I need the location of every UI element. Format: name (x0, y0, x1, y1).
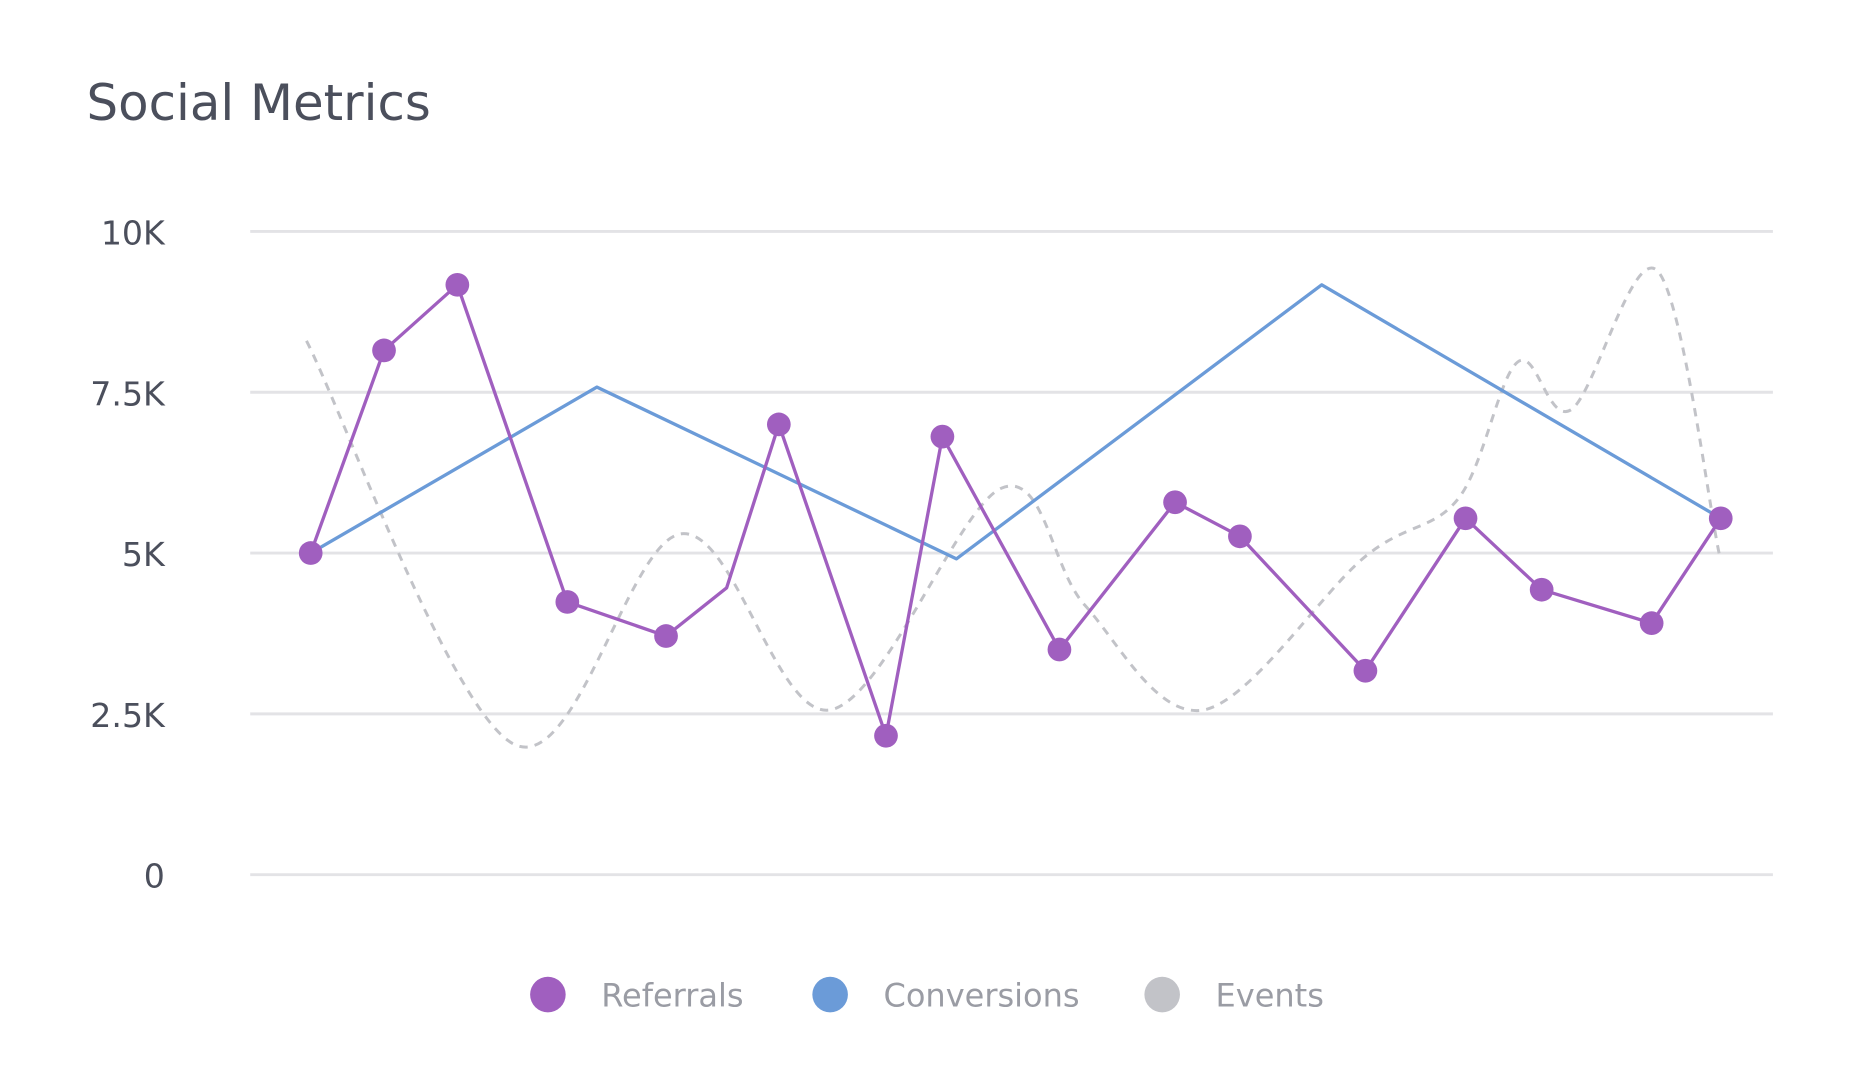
legend-label: Events (1216, 976, 1324, 1014)
conversions-line (309, 283, 1722, 561)
events-line (305, 266, 1721, 749)
referrals-point[interactable] (445, 272, 470, 297)
y-tick-label: 5K (122, 535, 166, 574)
referrals-point[interactable] (1047, 637, 1072, 662)
legend-item-events[interactable]: Events (1144, 976, 1324, 1014)
referrals-point[interactable] (1228, 524, 1252, 549)
referrals-point[interactable] (874, 723, 898, 748)
referrals-point[interactable] (930, 424, 955, 449)
referrals-point[interactable] (766, 412, 791, 437)
y-axis-ticks: 0 2.5K 5K 7.5K 10K (90, 213, 166, 895)
y-tick-label: 2.5K (90, 696, 166, 735)
referrals-point[interactable] (1353, 658, 1378, 683)
y-tick-label: 10K (101, 213, 166, 252)
y-tick-label: 0 (144, 857, 165, 896)
legend-swatch (530, 976, 566, 1013)
referrals-point[interactable] (1708, 506, 1733, 531)
referrals-point[interactable] (372, 338, 396, 363)
referrals-point[interactable] (298, 541, 323, 565)
gridlines (250, 229, 1773, 877)
legend-item-referrals[interactable]: Referrals (530, 976, 744, 1014)
series-group (298, 266, 1733, 749)
referrals-point[interactable] (555, 590, 580, 614)
legend-item-conversions[interactable]: Conversions (812, 976, 1080, 1014)
y-tick-label: 7.5K (90, 374, 166, 413)
legend-swatch (812, 976, 848, 1013)
legend-label: Conversions (883, 976, 1079, 1014)
referrals-point[interactable] (654, 624, 678, 648)
referrals-point[interactable] (1529, 577, 1554, 602)
referrals-line (309, 283, 1723, 738)
legend: Referrals Conversions Events (530, 976, 1324, 1014)
legend-label: Referrals (601, 976, 743, 1014)
chart-title: Social Metrics (87, 74, 431, 132)
legend-swatch (1144, 976, 1180, 1013)
referrals-point[interactable] (1453, 506, 1478, 531)
referrals-point[interactable] (1639, 611, 1664, 636)
referrals-point[interactable] (1163, 490, 1187, 515)
